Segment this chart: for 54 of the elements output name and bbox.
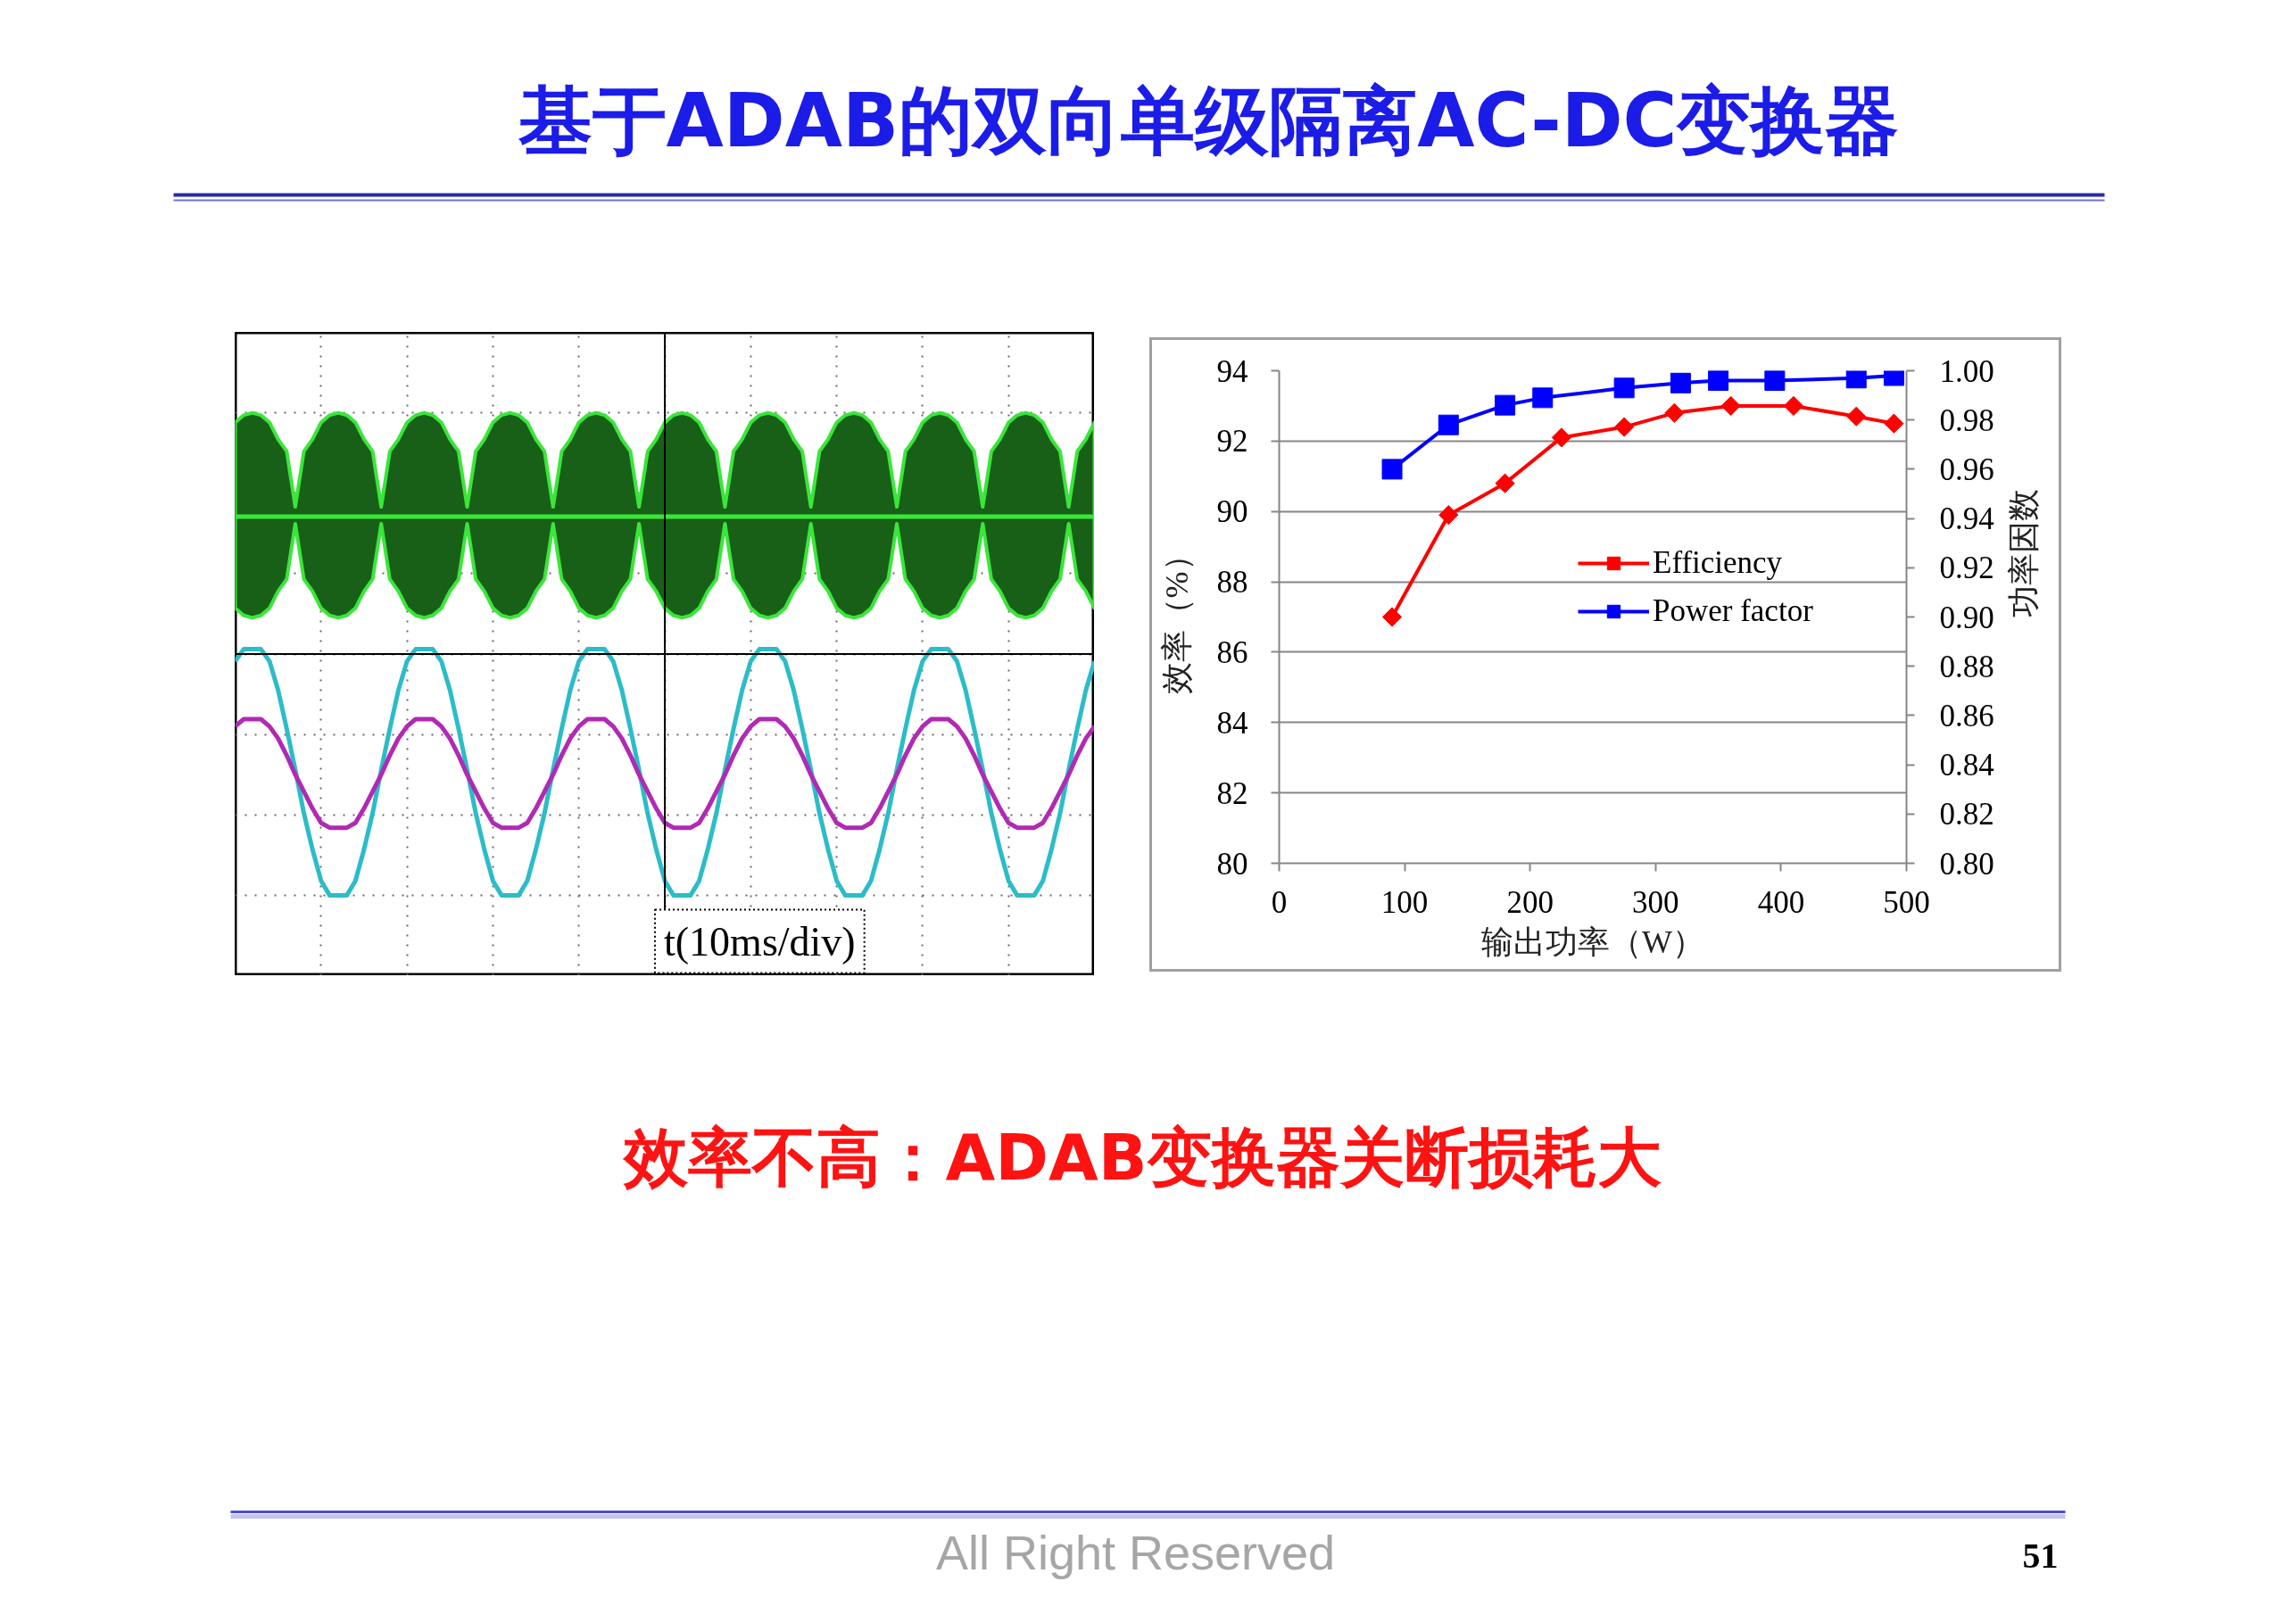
- y-tick-label: 88: [1216, 565, 1248, 600]
- point: [1670, 372, 1691, 393]
- text: All Right Reserved: [935, 1525, 1336, 1579]
- y-tick-label: 82: [1216, 775, 1248, 811]
- point: [1764, 370, 1786, 392]
- point: [1495, 394, 1516, 416]
- y2-tick-label: 0.98: [1939, 402, 1994, 438]
- point: [1720, 395, 1741, 417]
- x-tick-label: 200: [1506, 884, 1554, 920]
- point: [1438, 505, 1459, 526]
- point: [1614, 417, 1635, 437]
- y2-tick-label: 0.92: [1939, 551, 1994, 586]
- x-tick-label: 0: [1271, 884, 1288, 920]
- x-tick-label: 300: [1632, 884, 1679, 920]
- y-tick-label: 94: [1216, 353, 1248, 389]
- text: 51: [2022, 1535, 2059, 1576]
- point: [1381, 459, 1403, 480]
- point: [1532, 387, 1554, 409]
- x-axis-title: 输出功率（W）: [1481, 923, 1704, 960]
- point: [1845, 370, 1867, 389]
- point: [1438, 414, 1459, 435]
- point: [1884, 413, 1904, 434]
- y2-tick-label: 1.00: [1939, 353, 1994, 389]
- point: [1495, 473, 1515, 493]
- y2-tick-label: 0.80: [1939, 846, 1994, 882]
- y2-tick-label: 0.96: [1939, 451, 1994, 487]
- y-tick-label: 90: [1216, 494, 1248, 530]
- point: [1783, 395, 1804, 417]
- y-tick-label: 92: [1216, 424, 1248, 460]
- y2-axis-title: 功率因数: [2005, 488, 2042, 617]
- x-tick-label: 400: [1757, 884, 1805, 920]
- point: [1613, 377, 1635, 399]
- text: 效率不高：ADAB变换器关断损耗大: [622, 1119, 1662, 1195]
- y2-tick-label: 0.84: [1939, 748, 1994, 783]
- legend-label: Efficiency: [1653, 545, 1783, 581]
- y-tick-label: 86: [1216, 634, 1248, 670]
- point: [1708, 370, 1729, 392]
- y2-tick-label: 0.82: [1939, 797, 1994, 832]
- y2-tick-label: 0.88: [1939, 649, 1994, 684]
- point: [1664, 402, 1685, 423]
- point: [1381, 607, 1403, 627]
- x-tick-label: 500: [1883, 884, 1930, 920]
- x-axis-title: t(10ms/div): [664, 918, 856, 965]
- y-tick-label: 84: [1216, 705, 1248, 741]
- legend-label: Power factor: [1653, 593, 1813, 629]
- y-axis-title: 效率（%）: [1158, 539, 1195, 695]
- y2-tick-label: 0.94: [1939, 501, 1994, 537]
- x-tick-label: 100: [1380, 884, 1429, 920]
- point: [1846, 406, 1867, 426]
- y-tick-label: 80: [1216, 846, 1248, 882]
- y2-tick-label: 0.86: [1939, 698, 1994, 733]
- point: [1551, 427, 1571, 448]
- chart-title: 基于ADAB的双向单级隔离AC-DC变换器: [517, 78, 1900, 164]
- y2-tick-label: 0.90: [1939, 600, 1994, 635]
